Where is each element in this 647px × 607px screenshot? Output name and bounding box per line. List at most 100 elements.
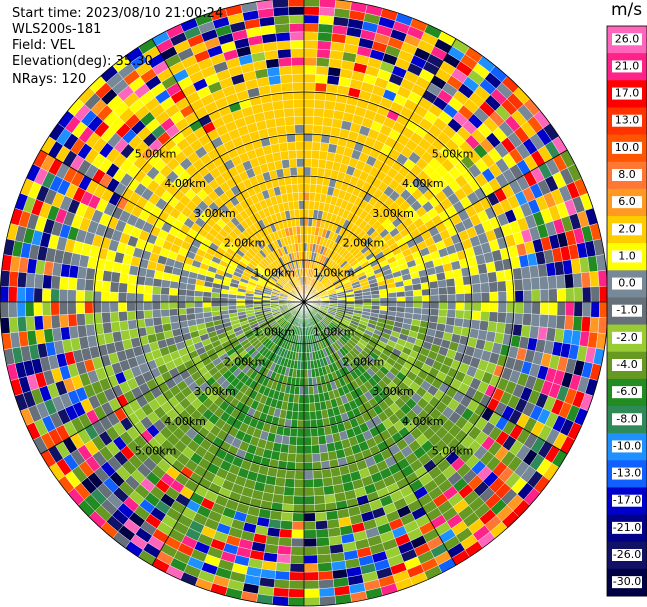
range-gate [290,554,305,564]
range-gate [580,316,591,333]
range-gate [294,116,305,126]
range-gate [101,291,111,303]
range-gate [447,293,457,303]
range-gate [538,276,549,290]
range-gate [472,292,482,303]
ring-label: 5.00km [432,148,474,161]
range-gate [313,99,326,110]
range-gate [280,443,290,454]
range-gate [327,526,342,538]
range-gate [582,286,592,303]
range-gate [296,158,305,168]
range-gate [279,74,293,84]
range-gate [126,292,136,303]
range-gate [160,301,170,310]
range-gate [17,316,28,333]
range-gate [278,142,289,153]
ring-label: 3.00km [372,207,414,220]
ring-label: 4.00km [402,177,444,190]
range-gate [310,427,319,438]
range-gate [303,99,315,109]
range-gate [303,571,319,581]
range-gate [276,125,287,136]
range-gate [472,301,482,312]
range-gate [16,286,26,303]
range-gate [313,116,324,126]
range-gate [531,301,541,315]
range-gate [68,325,80,340]
range-gate [323,108,335,119]
range-gate [318,578,335,589]
range-gate [0,301,10,319]
colorbar: 26.0 21.0 17.0 13.0 10.0 8.0 6.0 2.0 1.0 0.0 -1.0 -… [606,25,647,597]
range-gate [455,293,465,303]
range-gate [311,141,321,152]
range-gate [480,282,490,293]
range-gate [556,288,566,303]
range-gate [101,280,112,293]
range-gate [294,217,301,227]
colorbar-tick-label: 2.0 [618,222,636,235]
ring-label: 1.00km [313,266,355,279]
range-gate [25,301,35,317]
range-gate [168,301,178,310]
range-gate [300,234,305,244]
range-gate [274,117,286,128]
range-gate [303,116,314,126]
range-gate [227,305,238,311]
colorbar-tick-label: 17.0 [615,87,640,100]
range-gate [160,286,170,296]
range-gate [17,271,28,288]
range-gate [33,315,44,331]
range-gate [319,142,330,153]
range-gate [471,310,482,321]
range-gate [294,124,305,134]
range-gate [297,419,305,429]
range-gate [290,546,305,556]
range-gate [315,520,329,530]
range-gate [438,308,448,318]
range-gate [317,435,327,445]
range-gate [547,275,558,290]
range-gate [289,166,298,177]
range-gate [194,312,205,320]
range-gate [303,23,319,33]
range-gate [266,66,281,78]
range-gate [564,315,575,331]
range-gate [303,40,318,50]
range-gate [296,428,305,438]
range-gate [309,183,317,194]
range-gate [151,293,161,303]
range-gate [303,428,312,438]
range-gate [496,311,507,324]
range-gate [168,287,179,296]
range-gate [303,377,309,387]
range-gate [280,82,294,93]
range-gate [555,315,566,330]
range-gate [455,301,465,311]
range-gate [288,436,298,446]
range-gate [84,301,94,314]
range-gate [77,324,88,338]
range-gate [315,65,329,76]
range-gate [296,436,305,446]
range-gate [109,281,120,293]
colorbar-tick-label: 26.0 [615,32,640,45]
range-gate [589,270,600,288]
range-gate [445,278,456,288]
colorbar-tick-label: 13.0 [615,114,640,127]
range-gate [293,495,305,505]
range-gate [303,149,313,159]
range-gate [547,314,558,329]
range-gate [109,311,120,323]
range-gate [489,301,499,313]
range-gate [236,304,246,310]
ring-label: 3.00km [372,385,414,398]
range-gate [318,150,328,161]
range-gate [311,452,321,463]
range-gate [16,301,26,318]
range-gate [379,301,389,307]
range-gate [282,167,291,178]
range-gate [539,289,550,303]
range-gate [303,141,313,151]
